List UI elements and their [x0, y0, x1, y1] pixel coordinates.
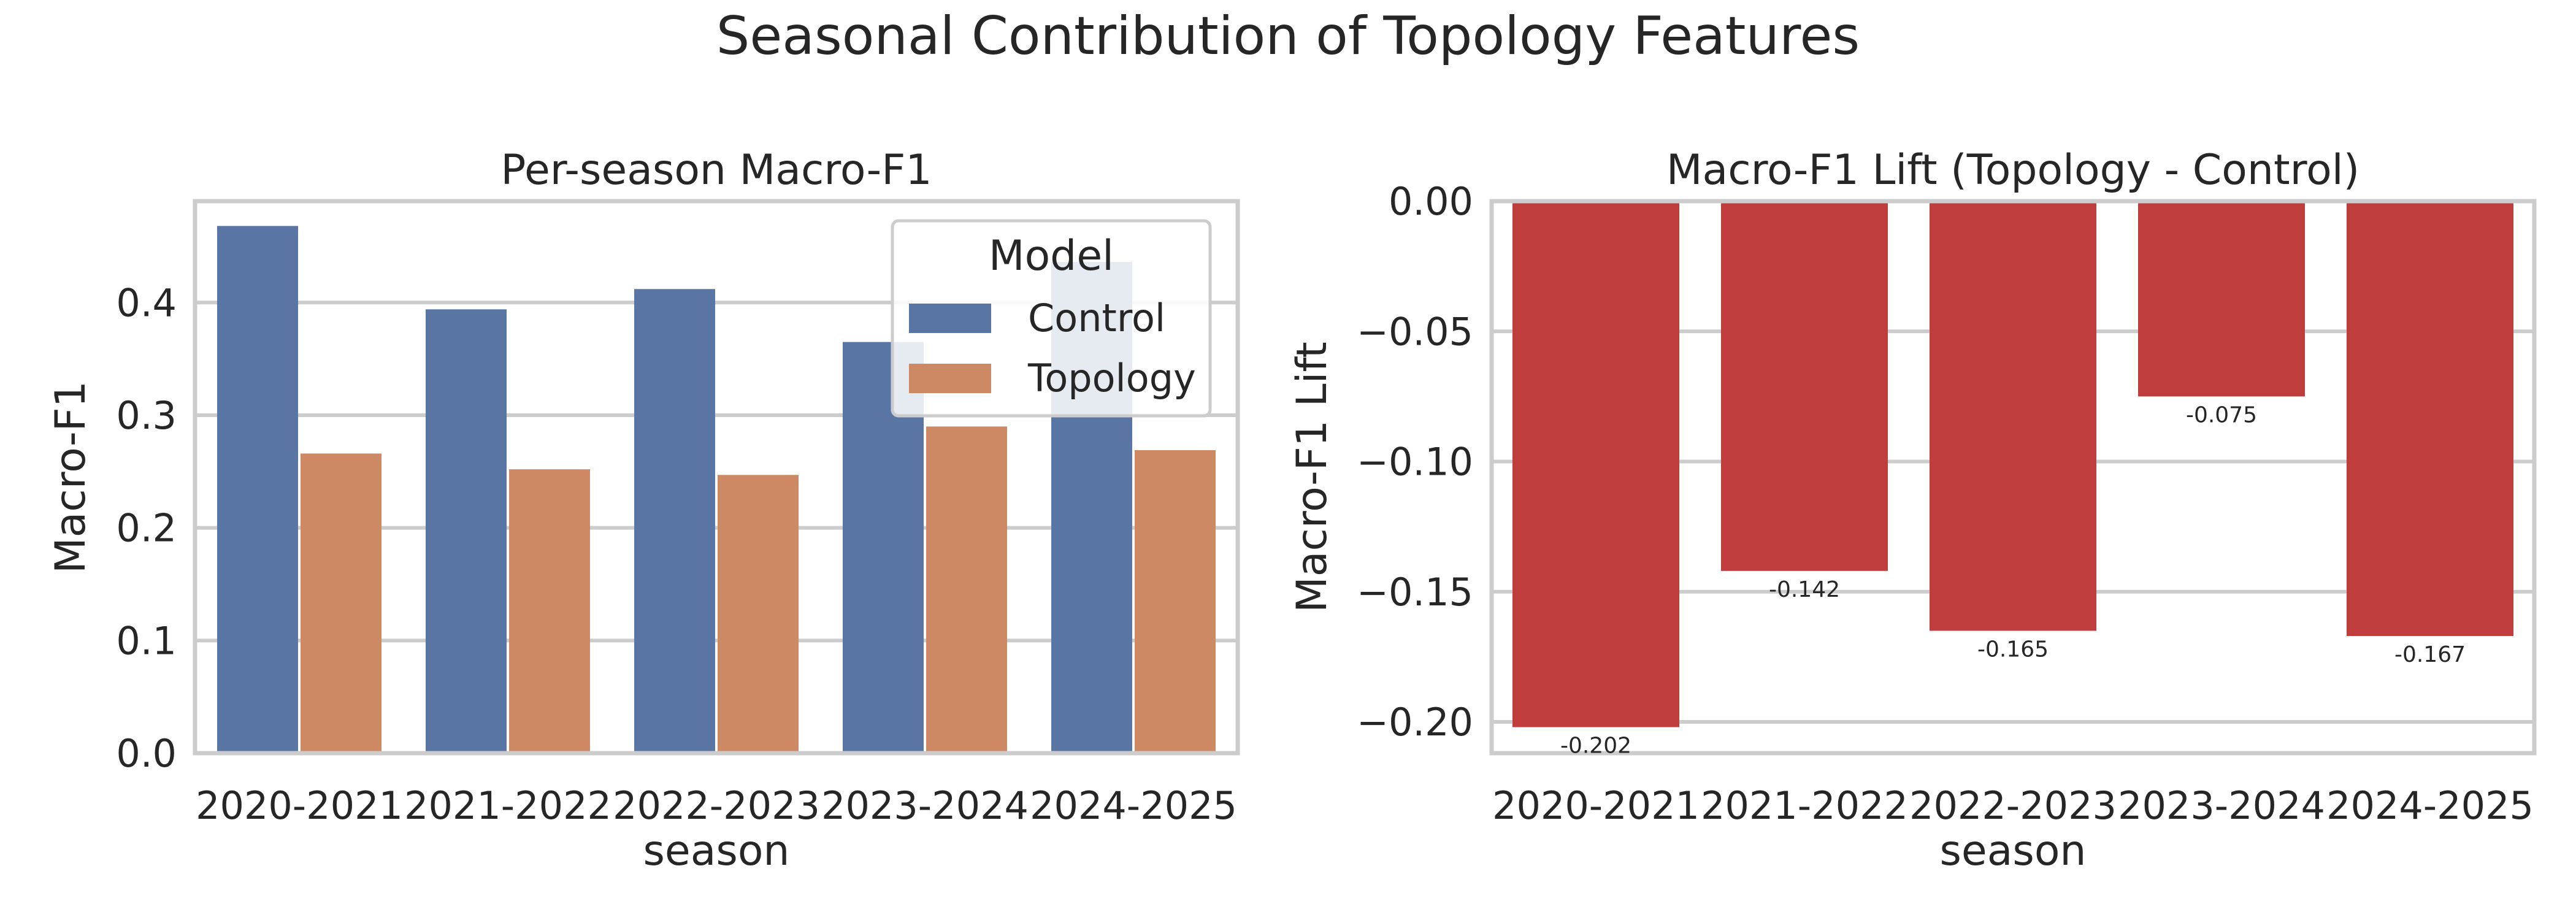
left-y-tick-label: 0.1: [116, 618, 177, 663]
right-y-tick-label: 0.00: [1389, 179, 1473, 224]
left-y-tick-label: 0.0: [116, 731, 177, 776]
bar-topology-2022-2023: [718, 475, 799, 753]
left-x-tick-label: 2024-2025: [1030, 783, 1237, 828]
right-panel-title: Macro-F1 Lift (Topology - Control): [1666, 146, 2359, 194]
right-data-labels: -0.202 -0.142 -0.165 -0.075 -0.167: [1560, 402, 2466, 758]
left-axes-frame: [193, 199, 1240, 756]
right-y-axis-label: Macro-F1 Lift: [1288, 342, 1336, 613]
left-y-axis-label: Macro-F1: [47, 381, 95, 573]
bar-control-2021-2022: [426, 309, 507, 753]
right-y-tick-label: −0.20: [1357, 700, 1473, 745]
lift-data-label: -0.202: [1560, 734, 1631, 759]
right-x-ticks: 2020-2021 2021-2022 2022-2023 2023-2024 2024…: [1492, 783, 2534, 828]
right-y-tick-label: −0.10: [1357, 440, 1473, 485]
bar-topology-2023-2024: [926, 426, 1007, 753]
lift-bar-2021-2022: [1721, 201, 1888, 571]
bar-topology-2024-2025: [1135, 450, 1216, 753]
lift-data-label: -0.165: [1977, 637, 2049, 662]
left-x-axis-label: season: [643, 827, 789, 875]
right-x-tick-label: 2022-2023: [1909, 783, 2117, 828]
lift-data-label: -0.142: [1769, 577, 1840, 602]
legend-label-control: Control: [1028, 296, 1165, 340]
lift-data-label: -0.075: [2186, 402, 2257, 427]
left-panel-title: Per-season Macro-F1: [500, 146, 932, 194]
legend-swatch-control: [909, 304, 991, 333]
right-bars: [1512, 201, 2513, 727]
left-y-tick-label: 0.4: [116, 280, 177, 325]
legend: Model Control Topology: [891, 219, 1212, 418]
panel-macro-f1-lift: 0.00 −0.05 −0.10 −0.15 −0.20 2020-2021 2021-2…: [1288, 146, 2537, 875]
bar-topology-2020-2021: [301, 453, 381, 753]
left-y-tick-label: 0.2: [116, 506, 177, 551]
bar-control-2020-2021: [217, 226, 298, 753]
lift-bar-2023-2024: [2138, 201, 2305, 397]
left-y-tick-label: 0.3: [116, 393, 177, 438]
right-y-ticks: 0.00 −0.05 −0.10 −0.15 −0.20: [1357, 179, 1473, 745]
legend-label-topology: Topology: [1027, 356, 1196, 401]
legend-swatch-topology: [909, 364, 991, 393]
left-bars: [217, 226, 1216, 753]
legend-title: Model: [989, 232, 1114, 280]
left-x-ticks: 2020-2021 2021-2022 2022-2023 2023-2024 2024…: [196, 783, 1237, 828]
bar-control-2022-2023: [634, 289, 715, 753]
right-x-tick-label: 2024-2025: [2326, 783, 2534, 828]
left-x-tick-label: 2021-2022: [404, 783, 611, 828]
right-y-tick-label: −0.15: [1357, 570, 1473, 615]
panel-macro-f1: 0.0 0.1 0.2 0.3 0.4 2020-2021 2021-2022 2022-2…: [47, 146, 1240, 875]
lift-data-label: -0.167: [2394, 642, 2466, 667]
right-x-tick-label: 2020-2021: [1492, 783, 1700, 828]
right-x-tick-label: 2023-2024: [2118, 783, 2325, 828]
right-y-tick-label: −0.05: [1357, 309, 1473, 354]
left-x-tick-label: 2022-2023: [613, 783, 820, 828]
left-x-tick-label: 2020-2021: [196, 783, 403, 828]
figure-title: Seasonal Contribution of Topology Featur…: [716, 6, 1860, 67]
right-axes-frame: [1489, 199, 2537, 756]
lift-bar-2020-2021: [1512, 201, 1679, 727]
left-x-tick-label: 2023-2024: [821, 783, 1029, 828]
right-x-axis-label: season: [1939, 827, 2086, 875]
lift-bar-2024-2025: [2347, 201, 2513, 636]
lift-bar-2022-2023: [1930, 201, 2096, 631]
right-x-tick-label: 2021-2022: [1701, 783, 1908, 828]
left-y-ticks: 0.0 0.1 0.2 0.3 0.4: [116, 280, 177, 776]
bar-topology-2021-2022: [509, 469, 590, 753]
